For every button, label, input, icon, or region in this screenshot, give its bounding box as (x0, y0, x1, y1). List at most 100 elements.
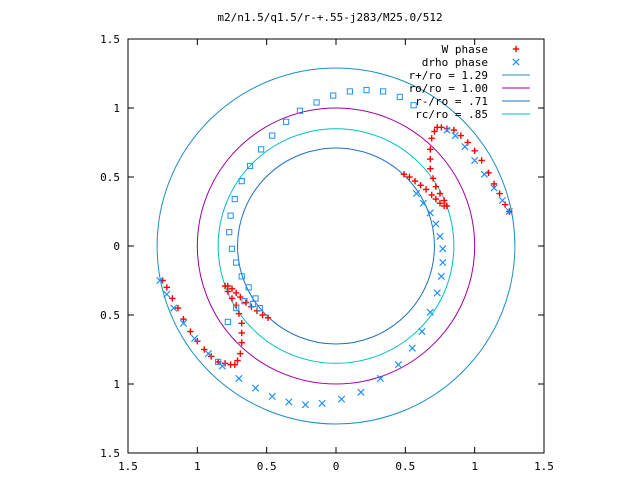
circle-rc-ro-85 (217, 128, 455, 364)
data-point (443, 202, 451, 210)
data-point (258, 146, 265, 153)
data-point (443, 125, 451, 132)
data-point (498, 196, 507, 205)
series-0 (159, 124, 513, 368)
x-tick-label: 1.5 (118, 460, 138, 473)
data-point (396, 93, 403, 101)
data-point (228, 245, 236, 252)
data-point (201, 346, 208, 353)
data-point (490, 184, 498, 192)
data-point (264, 314, 272, 321)
data-point (268, 392, 276, 401)
data-point (437, 272, 446, 280)
legend-label: drho phase (422, 56, 488, 69)
data-point (235, 374, 243, 383)
data-point (226, 229, 233, 236)
x-tick-label: 0.5 (395, 460, 415, 473)
data-point (394, 361, 403, 369)
data-point (346, 88, 353, 95)
circle-ro-ro-1-00 (196, 107, 476, 385)
data-point (235, 310, 243, 317)
data-point (480, 170, 488, 178)
data-point (431, 128, 438, 135)
data-point (269, 132, 276, 139)
data-point (505, 207, 513, 216)
data-point (233, 259, 240, 266)
data-point (478, 157, 485, 164)
data-point (204, 350, 213, 358)
data-point (238, 339, 245, 346)
data-point (242, 299, 250, 306)
legend-label: r+/ro = 1.29 (409, 69, 488, 82)
data-point (418, 327, 426, 336)
data-point (282, 118, 290, 125)
circle-r-ro-1-29 (156, 67, 516, 425)
data-point (227, 361, 234, 368)
data-point (411, 177, 419, 185)
data-point (156, 276, 164, 285)
data-point (471, 156, 479, 165)
data-point (224, 288, 232, 295)
legend-label: r-/ro = .71 (415, 95, 488, 108)
data-point (426, 308, 434, 316)
legend-sample (512, 45, 520, 53)
data-series (156, 86, 513, 409)
y-tick-label: 0 (113, 240, 120, 253)
data-point (296, 107, 304, 114)
data-point (436, 200, 444, 207)
data-point (233, 305, 240, 312)
data-point (428, 191, 435, 199)
data-point (259, 311, 266, 319)
data-point (471, 147, 478, 154)
data-point (232, 289, 240, 297)
data-point (436, 232, 444, 240)
x-tick-label: 1 (471, 460, 478, 473)
data-point (419, 199, 427, 207)
y-tick-label: 1.5 (100, 33, 120, 46)
data-point (234, 357, 241, 364)
data-point (427, 155, 434, 163)
data-point (231, 195, 238, 203)
data-point (433, 289, 441, 297)
data-point (174, 304, 182, 312)
data-point (318, 399, 326, 407)
data-point (179, 319, 188, 327)
data-point (180, 315, 187, 323)
data-point (224, 318, 231, 325)
data-point (245, 284, 252, 291)
x-tick-label: 0 (333, 460, 340, 473)
data-point (461, 143, 469, 151)
data-point (228, 285, 236, 292)
data-point (363, 86, 370, 94)
data-point (221, 282, 229, 290)
data-point (238, 178, 245, 185)
axes: 1.5 1 0.5 0 0.5 1 1.51.510.500.511.5 (100, 33, 554, 473)
data-point (422, 186, 430, 193)
data-point (170, 304, 178, 312)
data-point (238, 329, 245, 337)
data-point (228, 295, 236, 302)
data-point (464, 139, 471, 146)
data-point (238, 273, 245, 280)
data-point (337, 395, 346, 403)
data-point (426, 209, 434, 217)
data-point (357, 388, 365, 396)
data-point (496, 190, 503, 197)
data-point (215, 358, 222, 366)
data-point (439, 245, 447, 253)
data-point (252, 295, 259, 302)
circle-r-ro-71 (237, 147, 435, 345)
x-tick-label: 1 (194, 460, 201, 473)
data-point (406, 173, 413, 181)
data-point (410, 102, 417, 109)
data-point (427, 146, 434, 153)
y-tick-label: 0.5 (100, 171, 120, 184)
y-tick-label: 1.5 (100, 447, 120, 460)
data-point (285, 398, 293, 406)
chart-title: m2/n1.5/q1.5/r-+.55-j283/M25.0/512 (217, 11, 442, 24)
data-point (417, 182, 424, 189)
data-point (450, 126, 458, 134)
data-point (440, 197, 448, 204)
data-point (330, 92, 337, 99)
